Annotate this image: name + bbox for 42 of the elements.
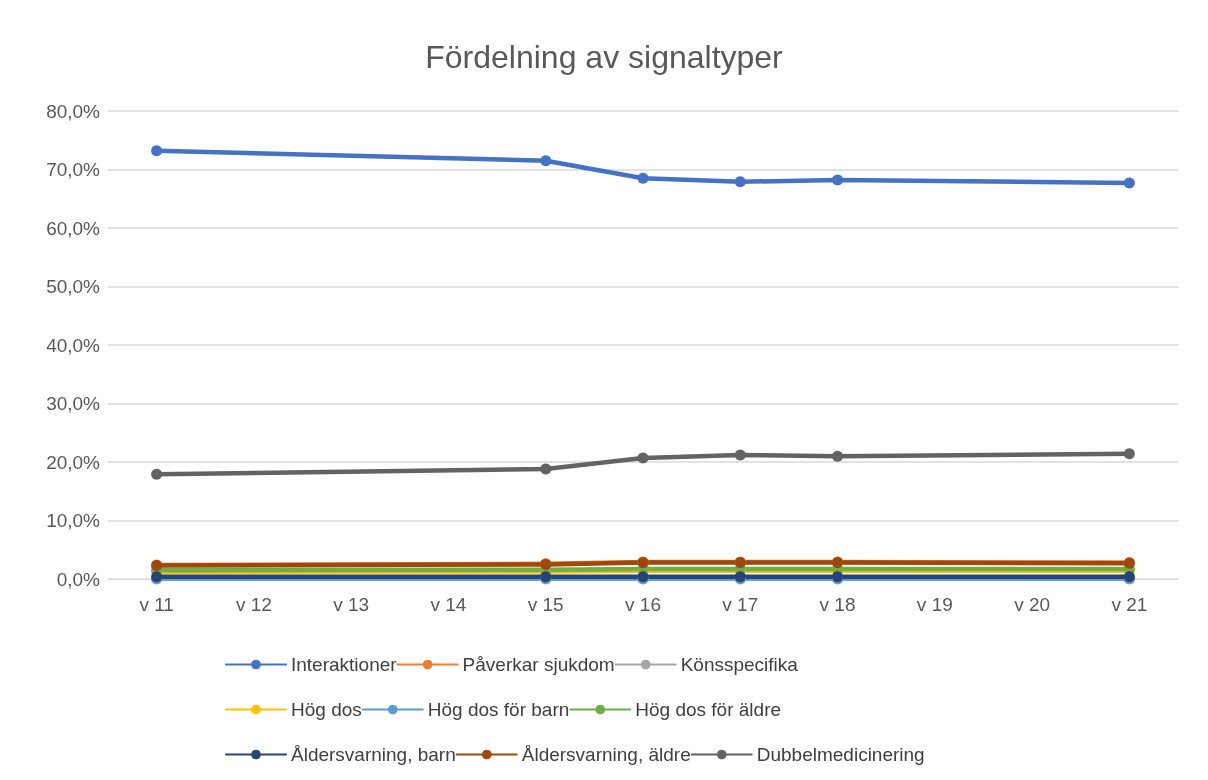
x-tick-label: v 14 <box>430 594 467 615</box>
point <box>832 450 844 462</box>
point <box>734 176 746 188</box>
y-tick-label: 40,0% <box>46 334 101 356</box>
x-tick-label: v 21 <box>1111 594 1148 615</box>
legend-label: Påverkar sjukdom <box>462 654 615 675</box>
y-tick-label: 50,0% <box>46 276 101 297</box>
x-tick-label: v 18 <box>819 594 856 615</box>
y-tick-label: 10,0% <box>46 510 101 531</box>
legend-label: Interaktioner <box>291 654 398 675</box>
point <box>1123 177 1135 189</box>
x-tick-label: v 15 <box>527 594 564 615</box>
y-tick-label: 60,0% <box>46 217 101 239</box>
x-tick-label: v 17 <box>722 594 759 615</box>
x-tick-label: v 12 <box>235 594 272 615</box>
x-tick-label: v 19 <box>916 594 953 615</box>
point <box>151 145 163 157</box>
legend-label: Hög dos för äldre <box>635 699 782 720</box>
point <box>637 172 649 184</box>
legend-label: Hög dos för barn <box>427 699 570 720</box>
y-tick-label: 0,0% <box>56 568 101 590</box>
legend-label: Hög dos <box>291 699 362 720</box>
x-tick-label: v 13 <box>333 594 370 615</box>
legend-label: Dubbelmedicinering <box>756 744 925 765</box>
point <box>151 468 163 480</box>
y-tick-label: 80,0% <box>46 100 101 122</box>
x-tick-label: v 11 <box>139 594 174 615</box>
point <box>540 463 552 475</box>
point <box>1123 448 1135 460</box>
point <box>734 449 746 461</box>
y-tick-label: 20,0% <box>46 451 101 473</box>
legend-label: Åldersvarning, barn <box>291 744 456 765</box>
legend-label: Åldersvarning, äldre <box>521 744 691 765</box>
x-tick-label: v 20 <box>1014 594 1051 615</box>
point <box>832 174 844 186</box>
chart-title: Fördelning av signaltyper <box>425 39 784 75</box>
point <box>540 155 552 167</box>
point <box>637 452 649 464</box>
y-tick-label: 70,0% <box>46 159 101 180</box>
y-tick-label: 30,0% <box>46 393 101 414</box>
x-tick-label: v 16 <box>625 594 661 615</box>
legend-label: Könsspecifika <box>680 654 799 675</box>
